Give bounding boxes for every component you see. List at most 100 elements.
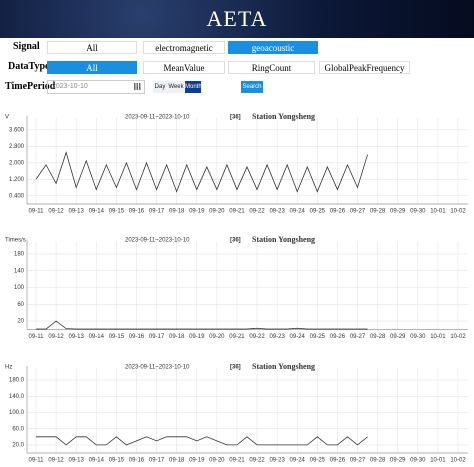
y-tick-label: 3.600 [9,127,25,133]
x-tick-label: 10-01 [430,334,446,340]
data-line [36,320,368,330]
x-tick-label: 09-20 [209,458,225,464]
x-tick-label: 09-19 [189,334,205,340]
option-button[interactable]: GlobalPeakFrequency [319,61,410,74]
x-tick-label: 09-28 [370,209,386,215]
x-tick-label: 09-25 [310,334,326,340]
x-tick-label: 09-28 [370,334,386,340]
y-tick-label: 2.800 [9,144,25,150]
x-tick-label: 09-15 [109,334,125,340]
x-tick-label: 09-21 [229,334,245,340]
period-button[interactable]: Week [166,81,186,93]
x-tick-label: 09-13 [69,334,85,340]
y-tick-label: 20.0 [12,442,24,448]
period-button[interactable]: Day [153,81,167,93]
x-tick-label: 09-15 [109,209,125,215]
x-tick-label: 09-11 [29,458,45,464]
y-tick-label: 140 [14,268,25,274]
x-tick-label: 09-21 [229,458,245,464]
x-tick-label: 09-12 [48,334,64,340]
row-label: Signal [13,41,40,52]
x-tick-label: 09-26 [330,458,346,464]
x-tick-label: 09-24 [290,209,306,215]
x-tick-label: 09-17 [149,334,165,340]
x-tick-label: 09-21 [229,209,245,215]
y-tick-label: 100 [14,285,25,291]
header: AETA [0,0,474,38]
y-tick-label: 100.0 [9,410,25,416]
axis-label: Times/s [5,238,26,244]
x-tick-label: 09-30 [410,209,426,215]
y-tick-label: 20 [17,319,24,325]
x-tick-label: 09-17 [149,209,165,215]
x-tick-label: 09-17 [149,458,165,464]
x-tick-label: 09-23 [269,209,285,215]
data-line [35,151,368,193]
option-button[interactable]: RingCount [228,61,315,74]
period-button[interactable]: Month [185,81,202,93]
option-button[interactable]: All [47,61,137,74]
y-tick-label: 2.000 [9,160,25,166]
x-tick-label: 09-16 [129,334,145,340]
chart-range: 2023-09-11~2023-10-10 [125,365,190,371]
chart-range: 2023-09-11~2023-10-10 [125,115,190,121]
x-tick-label: 09-23 [269,334,285,340]
x-tick-label: 10-02 [450,209,466,215]
chart-code: [36] [230,238,241,244]
option-button[interactable]: geoacoustic [228,41,318,54]
x-tick-label: 09-24 [290,458,306,464]
x-tick-label: 09-11 [29,334,45,340]
x-tick-label: 09-19 [189,458,205,464]
x-tick-label: 09-22 [249,458,265,464]
option-button[interactable]: MeanValue [143,61,225,74]
x-tick-label: 09-23 [269,458,285,464]
chart-code: [36] [230,115,241,121]
x-tick-label: 09-20 [209,209,225,215]
search-button[interactable]: Search [241,81,263,93]
axis-label: V [5,115,9,121]
calendar-icon [134,83,141,90]
x-tick-label: 09-28 [370,458,386,464]
x-tick-label: 09-12 [48,458,64,464]
plot-area [27,117,468,204]
x-tick-label: 09-19 [189,209,205,215]
option-button[interactable]: All [47,41,137,54]
x-tick-label: 09-15 [109,458,125,464]
x-tick-label: 09-13 [69,209,85,215]
x-tick-label: 09-11 [29,209,45,215]
x-tick-label: 09-22 [249,334,265,340]
x-tick-label: 09-30 [410,458,426,464]
x-tick-label: 09-18 [169,209,185,215]
y-tick-label: 60.0 [12,426,24,432]
y-tick-label: 1.200 [9,177,25,183]
x-tick-label: 09-14 [89,209,105,215]
x-tick-label: 09-26 [330,209,346,215]
x-tick-label: 10-01 [430,458,446,464]
x-tick-label: 09-20 [209,334,225,340]
x-tick-label: 09-27 [350,458,366,464]
chart-code: [36] [230,365,241,371]
x-tick-label: 09-14 [89,334,105,340]
plot-area [27,241,468,330]
x-tick-label: 09-29 [390,209,406,215]
y-tick-label: 60 [17,302,24,308]
x-tick-label: 09-16 [129,209,145,215]
x-tick-label: 09-26 [330,334,346,340]
x-tick-label: 09-29 [390,458,406,464]
y-tick-label: 180.0 [9,378,25,384]
y-tick-label: 140.0 [9,394,25,400]
x-tick-label: 09-25 [310,209,326,215]
x-tick-label: 09-22 [249,209,265,215]
x-tick-label: 09-16 [129,458,145,464]
x-tick-label: 09-18 [169,334,185,340]
chart-station: Station Yongsheng [252,235,315,244]
x-tick-label: 10-02 [450,458,466,464]
x-tick-label: 09-14 [89,458,105,464]
chart-range: 2023-09-11~2023-10-10 [125,238,190,244]
date-input[interactable]: 2023-10-10 [47,80,145,94]
x-tick-label: 09-12 [48,209,64,215]
x-tick-label: 09-27 [350,334,366,340]
y-tick-label: 180 [14,251,25,257]
option-button[interactable]: electromagnetic [143,41,225,54]
